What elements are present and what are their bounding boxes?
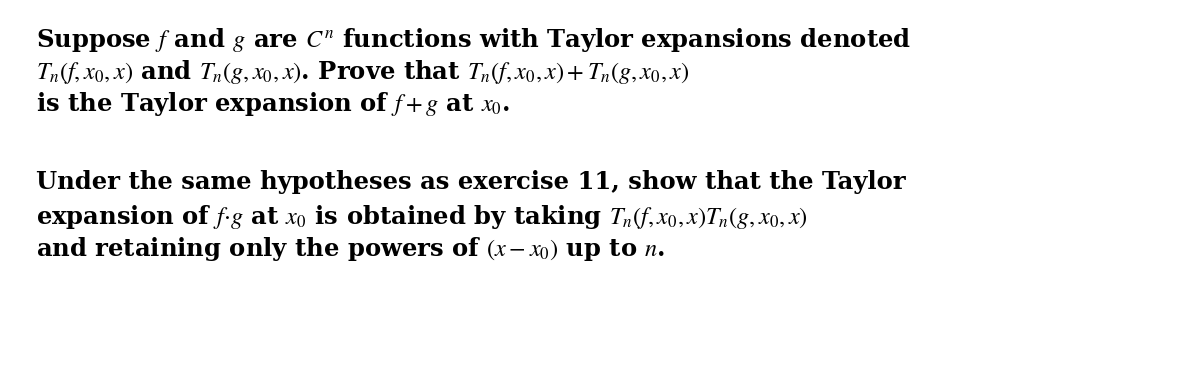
Text: expansion of $f {\cdot} g$ at $x_0$ is obtained by taking $T_n(f, x_0, x)T_n(g, : expansion of $f {\cdot} g$ at $x_0$ is o… xyxy=(36,203,808,230)
Text: Under the same hypotheses as exercise 11, show that the Taylor: Under the same hypotheses as exercise 11… xyxy=(36,170,906,194)
Text: $T_n(f, x_0, x)$ and $T_n(g, x_0, x)$. Prove that $T_n(f, x_0, x) + T_n(g, x_0, : $T_n(f, x_0, x)$ and $T_n(g, x_0, x)$. P… xyxy=(36,58,690,86)
Text: and retaining only the powers of $(x - x_0)$ up to $n$.: and retaining only the powers of $(x - x… xyxy=(36,235,665,263)
Text: is the Taylor expansion of $f + g$ at $x_0$.: is the Taylor expansion of $f + g$ at $x… xyxy=(36,90,510,118)
Text: Suppose $f$ and $g$ are $C^n$ functions with Taylor expansions denoted: Suppose $f$ and $g$ are $C^n$ functions … xyxy=(36,26,911,54)
